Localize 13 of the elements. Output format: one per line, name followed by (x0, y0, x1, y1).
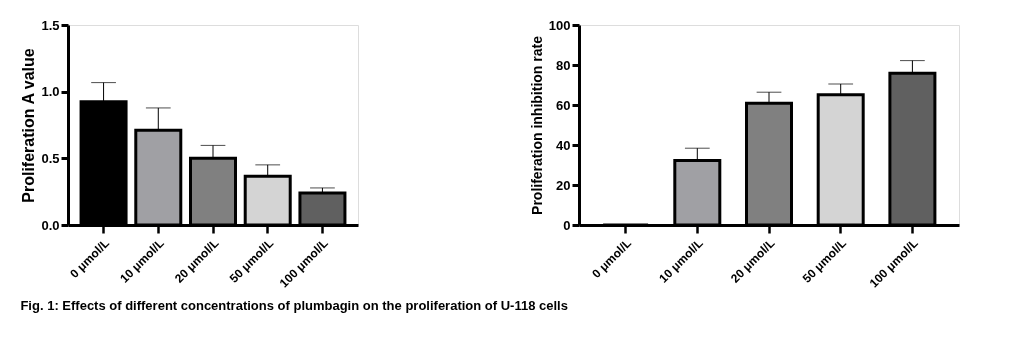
y-tick-label: 100 (548, 17, 571, 33)
y-axis-title: Proliferation A value (20, 48, 38, 203)
y-tick-label: 0.5 (41, 150, 60, 166)
y-tick-label: 0.0 (41, 217, 60, 233)
y-tick-label: 0 (563, 217, 571, 233)
y-tick-label: 80 (556, 57, 571, 73)
y-tick-label: 1.5 (41, 17, 60, 33)
y-axis-title: Proliferation inhibition rate (528, 35, 545, 215)
y-tick-label: 60 (556, 97, 571, 113)
caption: Fig. 1: Effects of different concentrations of plumbagin on the proliferation of U-118 cells (20, 297, 568, 313)
y-tick-label: 20 (556, 177, 571, 193)
y-tick-label: 1.0 (41, 84, 60, 100)
y-tick-label: 40 (556, 137, 571, 153)
